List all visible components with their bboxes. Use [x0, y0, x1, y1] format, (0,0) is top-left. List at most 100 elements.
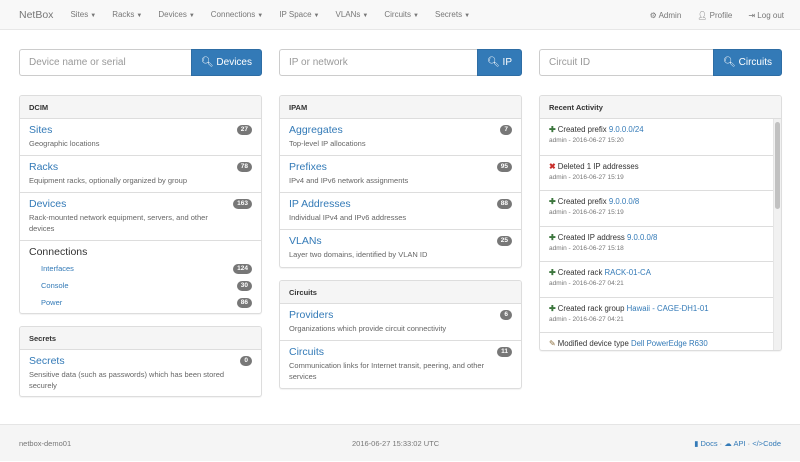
- nav-menu-sites[interactable]: Sites ▼: [70, 10, 96, 19]
- caret-down-icon: ▼: [136, 13, 143, 19]
- providers-link[interactable]: Providers: [289, 309, 334, 321]
- ip-search-button[interactable]: 🔍︎ IP: [477, 49, 522, 76]
- ip-addresses-link[interactable]: IP Addresses: [289, 198, 351, 210]
- activity-object-link[interactable]: Dell PowerEdge R630: [630, 339, 708, 348]
- count-badge: 95: [496, 162, 512, 172]
- nav-menu-connections[interactable]: Connections ▼: [211, 10, 263, 19]
- nav-menu-devices[interactable]: Devices ▼: [158, 10, 194, 19]
- activity-meta: admin - 2016-06-27 04:21: [549, 280, 624, 287]
- recent-activity-panel: Recent Activity ✚ Created prefix 9.0.0.0…: [539, 95, 782, 351]
- count-badge: 30: [236, 281, 252, 291]
- circuits-link[interactable]: Circuits: [289, 346, 325, 358]
- nav-menu-secrets[interactable]: Secrets ▼: [435, 10, 470, 19]
- activity-object-link[interactable]: 9.0.0.0/8: [608, 197, 640, 206]
- device-search-input[interactable]: [19, 49, 191, 76]
- count-badge: 11: [497, 347, 512, 357]
- code-link[interactable]: </>Code: [752, 439, 781, 448]
- circuit-search-button[interactable]: 🔍︎ Circuits: [713, 49, 782, 76]
- list-item: Prefixes 95 IPv4 and IPv6 network assignme…: [280, 155, 521, 192]
- list-item: Racks 78 Equipment racks, optionally organ…: [20, 155, 261, 192]
- count-badge: 78: [236, 162, 252, 172]
- prefixes-link[interactable]: Prefixes: [289, 161, 327, 173]
- activity-text: Created prefix: [557, 197, 607, 206]
- list-item: Aggregates 7 Top-level IP allocations: [280, 119, 521, 155]
- panel-heading: IPAM: [280, 96, 521, 119]
- item-description: Top-level IP allocations: [289, 139, 366, 148]
- activity-meta: admin - 2016-06-27 15:18: [549, 244, 624, 252]
- docs-link[interactable]: ▮ Docs: [694, 439, 718, 448]
- profile-link[interactable]: 👤︎ Profile: [697, 10, 733, 20]
- activity-meta: admin - 2016-06-27 15:19: [549, 173, 624, 181]
- activity-scrollbar[interactable]: [773, 119, 781, 350]
- pencil-icon: ✎: [549, 339, 556, 348]
- activity-item: ✚ Created prefix 9.0.0.0/8 admin - 2016-0…: [540, 190, 773, 226]
- api-link[interactable]: ☁ API: [724, 439, 746, 448]
- admin-link[interactable]: ⚙ Admin: [649, 10, 682, 20]
- interfaces-link[interactable]: Interfaces: [41, 264, 74, 273]
- sites-link[interactable]: Sites: [29, 124, 53, 136]
- activity-object-link[interactable]: RACK-01-CA: [604, 268, 651, 277]
- brand-link[interactable]: NetBox: [19, 8, 54, 21]
- count-badge: 27: [236, 125, 252, 135]
- connection-item: Interfaces 124: [29, 260, 252, 277]
- list-item: Circuits 11 Communication links for Intern…: [280, 340, 521, 388]
- activity-text: Modified device type: [557, 339, 629, 348]
- circuit-search-input[interactable]: [539, 49, 714, 76]
- remove-icon: ✖: [549, 161, 556, 171]
- activity-meta: admin - 2016-06-27 04:21: [549, 315, 624, 323]
- nav-menu-circuits[interactable]: Circuits ▼: [384, 10, 419, 19]
- activity-text: Created IP address: [557, 232, 625, 242]
- item-description: Sensitive data (such as passwords) which…: [29, 370, 225, 390]
- caret-down-icon: ▼: [188, 13, 195, 19]
- nav-menu-racks[interactable]: Racks ▼: [112, 10, 142, 19]
- logout-link[interactable]: ⇥ Log out: [748, 10, 784, 20]
- activity-item: ✚ Created rack RACK-01-CA admin - 2016-06…: [540, 261, 773, 297]
- list-item: Sites 27 Geographic locations: [20, 119, 261, 155]
- panel-heading: Circuits: [280, 281, 521, 304]
- plus-icon: ✚: [549, 232, 556, 242]
- circuits-panel: Circuits Providers 6 Organizations which p…: [279, 280, 522, 389]
- item-description: Geographic locations: [29, 139, 100, 148]
- connections-title: Connections: [29, 246, 88, 258]
- count-badge: 163: [233, 199, 252, 209]
- item-description: IPv4 and IPv6 network assignments: [289, 176, 409, 185]
- activity-item: ✚ Created rack group Hawaii - CAGE-DH1-0…: [540, 296, 773, 333]
- count-badge: 6: [500, 310, 512, 320]
- ip-search: 🔍︎ IP: [279, 49, 522, 76]
- console-link[interactable]: Console: [41, 281, 69, 290]
- plus-icon: ✚: [549, 268, 556, 277]
- activity-text: Deleted 1 IP addresses: [557, 161, 639, 171]
- ip-search-input[interactable]: [279, 49, 478, 76]
- activity-meta: admin - 2016-06-27 15:19: [549, 209, 624, 216]
- aggregates-link[interactable]: Aggregates: [289, 124, 343, 136]
- count-badge: 88: [496, 199, 512, 209]
- activity-object-link[interactable]: 9.0.0.0/8: [626, 232, 658, 242]
- connection-item: Console 30: [29, 277, 252, 294]
- item-description: Layer two domains, identified by VLAN ID: [289, 250, 428, 259]
- power-link[interactable]: Power: [41, 298, 63, 307]
- nav-menu-ip-space[interactable]: IP Space ▼: [279, 10, 319, 19]
- ipam-panel: IPAM Aggregates 7 Top-level IP allocations…: [279, 95, 522, 268]
- item-description: Communication links for Internet transit…: [289, 361, 485, 381]
- racks-link[interactable]: Racks: [29, 161, 59, 173]
- secrets-link[interactable]: Secrets: [29, 355, 65, 367]
- devices-link[interactable]: Devices: [29, 198, 67, 210]
- circuit-search: 🔍︎ Circuits: [539, 49, 782, 76]
- panel-heading: DCIM: [20, 96, 261, 119]
- activity-object-link[interactable]: Hawaii - CAGE-DH1-01: [626, 303, 709, 313]
- dcim-panel: DCIM Sites 27 Geographic locations Racks 78 E…: [19, 95, 262, 314]
- activity-item: ✚ Created IP address 9.0.0.0/8 admin - 20…: [540, 225, 773, 262]
- plus-icon: ✚: [549, 303, 556, 313]
- connection-item: Power 86: [29, 294, 252, 311]
- menu-label: Devices: [158, 10, 187, 19]
- vlans-link[interactable]: VLANs: [289, 235, 322, 247]
- count-badge: 0: [240, 356, 252, 366]
- caret-down-icon: ▼: [362, 13, 369, 19]
- caret-down-icon: ▼: [90, 13, 97, 19]
- device-search-button[interactable]: 🔍︎ Devices: [190, 49, 262, 76]
- device-search: 🔍︎ Devices: [19, 49, 262, 76]
- nav-menu-vlans[interactable]: VLANs ▼: [336, 10, 369, 19]
- cloud-icon: ☁: [724, 439, 732, 448]
- list-item: VLANs 25 Layer two domains, identified by …: [280, 229, 521, 266]
- activity-object-link[interactable]: 9.0.0.0/24: [608, 125, 644, 134]
